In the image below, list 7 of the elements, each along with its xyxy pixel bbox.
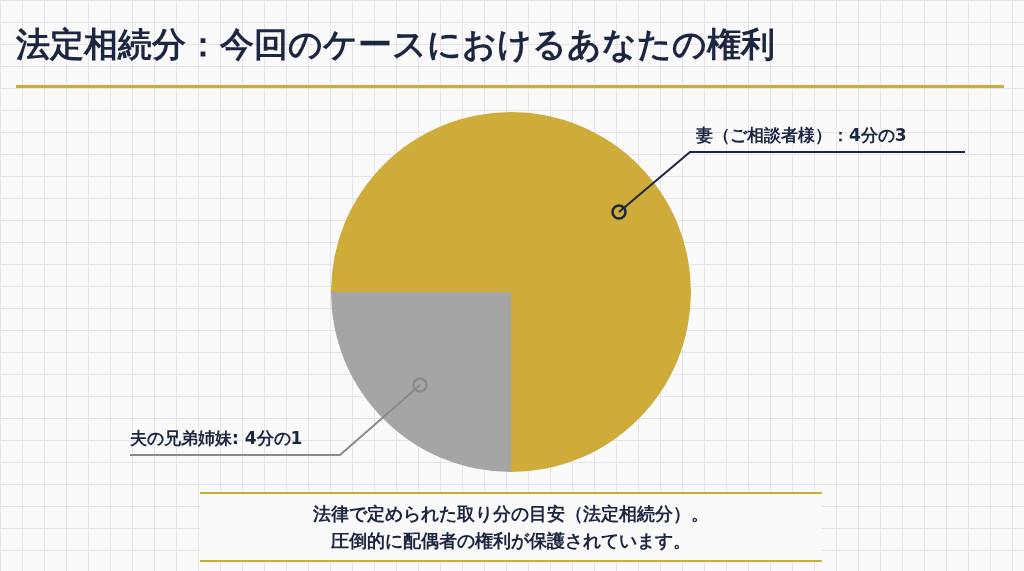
chart-title: 法定相続分：今回のケースにおけるあなたの権利 (16, 23, 775, 66)
pie-slice (331, 292, 511, 472)
text: 圧倒的に配偶者の権利が保護されています。 (330, 529, 692, 553)
pie-slice (331, 112, 691, 472)
text: 法律で定められた取り分の目安（法定相続分）。 (312, 502, 710, 526)
slice-label: 夫の兄弟姉妹: 4分の1 (130, 427, 303, 450)
slice-label: 妻（ご相談者様）：4分の3 (696, 124, 907, 147)
